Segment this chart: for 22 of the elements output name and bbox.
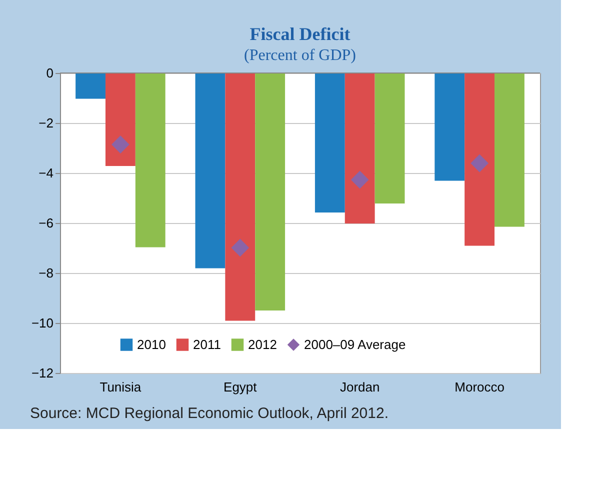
point [350,170,369,189]
point [470,154,488,172]
source-note: Source: MCD Regional Economic Outlook, April 2012. [30,405,389,422]
y-tick-label: −2 [38,116,54,130]
y-tick-label: −10 [31,316,54,330]
y-tick-label: 0 [46,66,54,80]
y-tick-label: −12 [31,366,54,380]
chart-title: Fiscal Deficit [250,24,350,44]
legend-label: 2011 [193,336,221,352]
point [231,238,250,257]
x-tick-label: Tunisia [100,380,142,394]
y-tick-label: −6 [38,216,54,230]
x-tick-label: Morocco [454,380,504,394]
legend-label: 2000–09 Average [304,336,406,352]
y-tick-label: −8 [38,266,54,280]
x-tick-label: Egypt [224,380,258,394]
legend-label: 2010 [137,336,166,352]
point [112,136,130,154]
x-tick-label: Jordan [340,380,380,394]
legend-label: 2012 [248,336,277,352]
y-tick-label: −4 [38,166,54,180]
chart-subtitle: (Percent of GDP) [244,47,356,64]
